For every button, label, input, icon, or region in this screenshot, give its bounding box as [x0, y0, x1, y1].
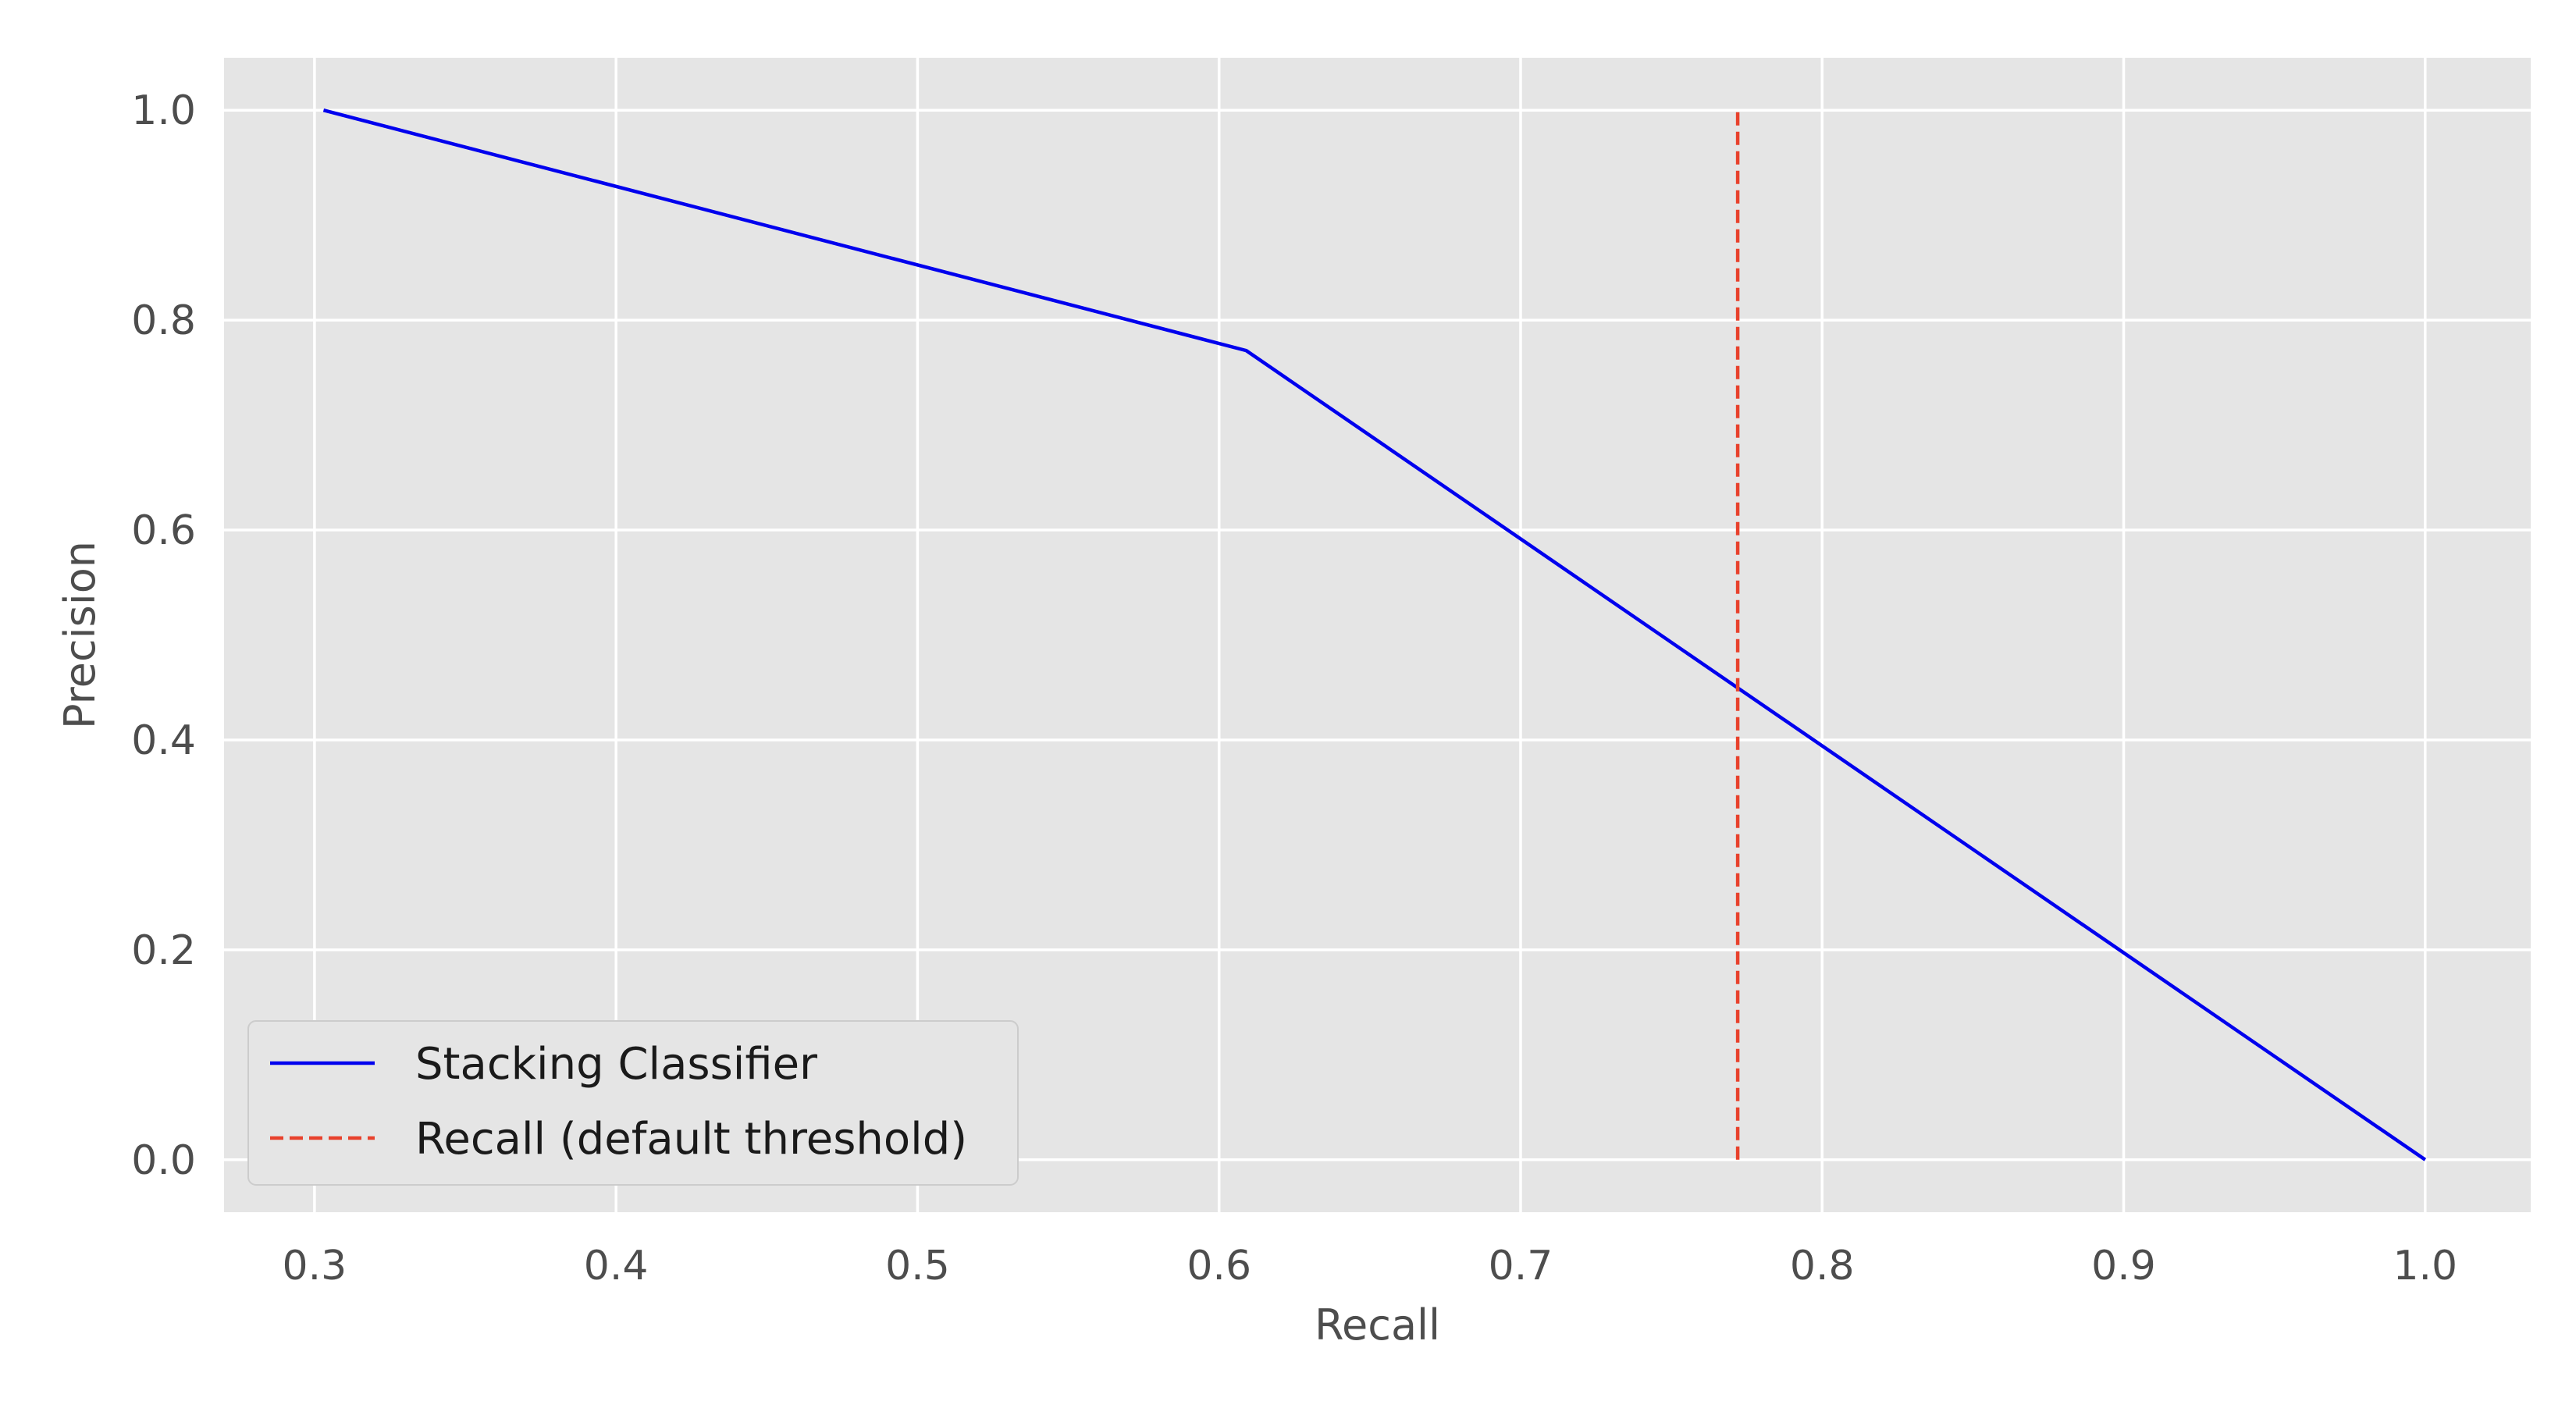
x-tick-label: 0.9	[2091, 1243, 2156, 1289]
y-tick-label: 0.2	[131, 927, 196, 974]
y-tick-label: 1.0	[131, 87, 196, 134]
y-tick-label: 0.0	[131, 1137, 196, 1184]
x-tick-label: 0.8	[1790, 1243, 1855, 1289]
legend-box	[247, 1020, 1019, 1186]
x-tick-label: 0.7	[1489, 1243, 1553, 1289]
legend: Stacking Classifier Recall (default thre…	[247, 1020, 1019, 1186]
plot-background	[224, 58, 2531, 1212]
y-tick-labels: 0.0 0.2 0.4 0.6 0.8 1.0	[131, 87, 196, 1184]
x-tick-label: 0.6	[1187, 1243, 1251, 1289]
x-tick-label: 1.0	[2393, 1243, 2457, 1289]
x-tick-label: 0.5	[885, 1243, 950, 1289]
x-tick-label: 0.4	[584, 1243, 649, 1289]
legend-label-recall-default-threshold: Recall (default threshold)	[415, 1114, 967, 1165]
y-axis-label: Precision	[55, 541, 105, 729]
series-layer	[322, 108, 2427, 1161]
x-axis-label: Recall	[1315, 1300, 1440, 1350]
precision-recall-curve	[322, 108, 2427, 1161]
legend-label-stacking-classifier: Stacking Classifier	[415, 1039, 818, 1090]
x-tick-label: 0.3	[283, 1243, 347, 1289]
y-tick-label: 0.4	[131, 717, 196, 764]
x-tick-labels: 0.3 0.4 0.5 0.6 0.7 0.8 0.9 1.0	[283, 1243, 2458, 1289]
y-tick-label: 0.8	[131, 297, 196, 344]
y-tick-label: 0.6	[131, 507, 196, 554]
